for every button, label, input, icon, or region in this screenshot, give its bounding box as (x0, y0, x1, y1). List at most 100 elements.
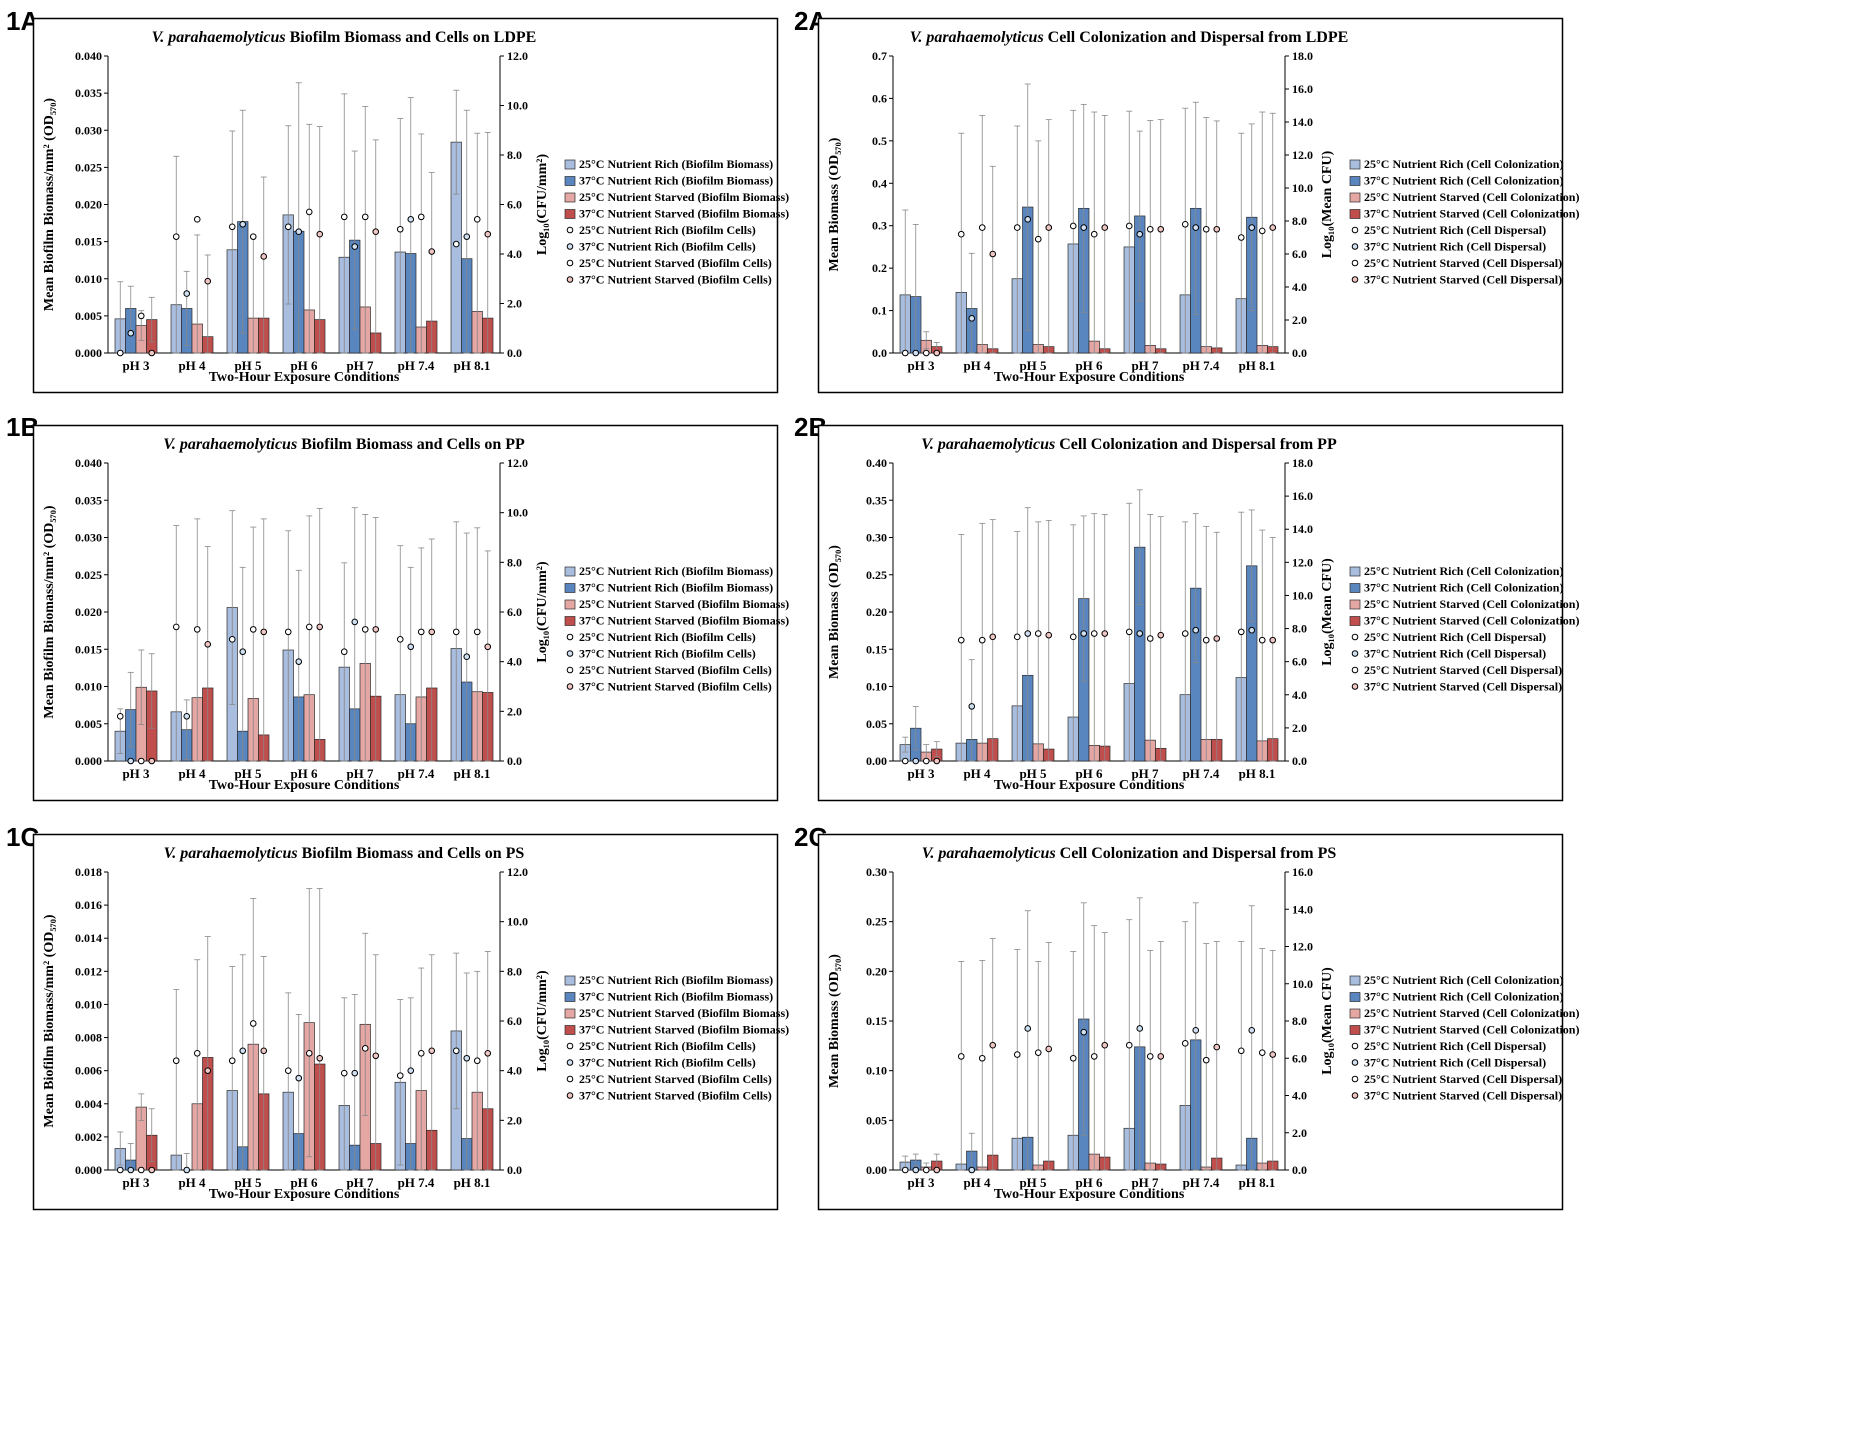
y-tick-label-right: 18.0 (1292, 49, 1313, 63)
legend-label: 37°C Nutrient Starved (Cell Dispersal) (1364, 273, 1562, 287)
legend-label: 37°C Nutrient Rich (Cell Colonization) (1364, 990, 1563, 1004)
x-tick-label: pH 7.4 (1183, 358, 1220, 373)
legend-label: 37°C Nutrient Rich (Cell Colonization) (1364, 174, 1563, 188)
data-point (1157, 1053, 1165, 1060)
data-point (1080, 630, 1088, 637)
legend-label: 37°C Nutrient Rich (Cell Dispersal) (1364, 1056, 1546, 1070)
data-point (305, 208, 313, 216)
legend-swatch (564, 566, 576, 577)
legend-label: 37°C Nutrient Rich (Biofilm Cells) (579, 647, 756, 661)
data-point (193, 216, 201, 223)
data-point (1034, 630, 1042, 637)
data-point (239, 221, 247, 228)
data-point (1080, 224, 1088, 231)
y-tick-label-left: 0.005 (75, 717, 102, 731)
data-point (484, 643, 492, 651)
y-tick-label-right: 0.0 (1292, 1163, 1307, 1177)
y-tick-label-right: 6.0 (507, 605, 522, 619)
x-tick-label: pH 7.4 (398, 766, 435, 781)
legend-label: 25°C Nutrient Rich (Cell Colonization) (1364, 564, 1563, 578)
data-point (978, 636, 986, 644)
data-point (957, 1053, 965, 1060)
legend-label: 25°C Nutrient Rich (Biofilm Biomass) (579, 564, 773, 578)
x-tick-label: pH 4 (963, 1175, 991, 1190)
y-tick-label-left: 0.004 (75, 1097, 102, 1111)
y-tick-label-right: 8.0 (507, 148, 522, 162)
data-point (137, 312, 145, 320)
legend-marker (1351, 259, 1359, 267)
data-point (463, 1054, 471, 1062)
data-point (428, 1047, 436, 1055)
x-tick-label: pH 6 (1075, 1175, 1103, 1190)
data-point (260, 1047, 268, 1055)
legend-marker (1351, 650, 1359, 657)
data-point (172, 233, 180, 240)
y-tick-label-left: 0.15 (866, 642, 887, 656)
y-tick-label-left: 0.015 (75, 235, 102, 249)
y-tick-label-right: 16.0 (1292, 82, 1313, 96)
legend-marker (1351, 1059, 1359, 1066)
data-point (957, 230, 965, 238)
x-axis-title: Two-Hour Exposure Conditions (209, 1187, 400, 1202)
chart-title: V. parahaemolyticus Cell Colonization an… (922, 845, 1337, 862)
y-tick-label-left: 0.000 (75, 754, 102, 768)
y-tick-label-left: 0.10 (866, 680, 887, 694)
data-point (452, 628, 460, 636)
x-tick-label: pH 6 (290, 358, 318, 373)
x-tick-label: pH 7.4 (398, 358, 435, 373)
legend-marker (566, 226, 574, 234)
legend-label: 25°C Nutrient Rich (Cell Dispersal) (1364, 1039, 1546, 1053)
chart-panel-1B: V. parahaemolyticus Biofilm Biomass and … (32, 424, 789, 802)
y-tick-label-right: 4.0 (1292, 688, 1307, 702)
data-point (1269, 1051, 1277, 1058)
data-point (1213, 1043, 1221, 1051)
y-tick-label-left: 0.1 (872, 304, 887, 318)
legend-swatch (564, 176, 576, 186)
legend-marker (566, 1092, 574, 1099)
data-point (978, 1054, 986, 1062)
y-tick-label-left: 0.7 (872, 49, 887, 63)
data-point (1181, 1040, 1189, 1047)
data-point (228, 223, 236, 231)
x-tick-label: pH 4 (963, 358, 991, 373)
legend-label: 37°C Nutrient Rich (Biofilm Biomass) (579, 174, 773, 188)
y-tick-label-right: 0.0 (507, 1163, 522, 1177)
legend-swatch (564, 583, 576, 593)
y-tick-label-left: 0.010 (75, 272, 102, 286)
x-tick-label: pH 5 (1019, 358, 1047, 373)
legend-label: 25°C Nutrient Rich (Biofilm Biomass) (579, 157, 773, 171)
data-point (1258, 636, 1266, 644)
data-point (407, 216, 415, 223)
legend-marker (1351, 226, 1359, 234)
y-tick-label-left: 0.05 (866, 717, 887, 731)
y-tick-label-left: 0.025 (75, 568, 102, 582)
y-tick-label-left: 0.35 (866, 493, 887, 507)
legend-label: 25°C Nutrient Rich (Biofilm Biomass) (579, 973, 773, 987)
y-tick-label-right: 4.0 (507, 655, 522, 669)
x-tick-label: pH 7.4 (398, 1175, 435, 1190)
x-axis-title: Two-Hour Exposure Conditions (209, 778, 400, 793)
data-point (968, 1166, 976, 1174)
data-point (127, 757, 135, 765)
data-point (1202, 1056, 1210, 1064)
x-tick-label: pH 7 (346, 358, 374, 373)
legend-swatch (1349, 1025, 1361, 1035)
y-tick-label-left: 0.0 (872, 346, 887, 360)
data-point (228, 1057, 236, 1065)
y-tick-label-left: 0.00 (866, 1163, 887, 1177)
y-tick-label-left: 0.5 (872, 134, 887, 148)
y-tick-label-right: 2.0 (1292, 313, 1307, 327)
y-tick-label-left: 0.15 (866, 1014, 887, 1028)
y-tick-label-right: 6.0 (507, 1014, 522, 1028)
x-tick-label: pH 7 (1131, 766, 1159, 781)
legend-marker (566, 633, 574, 641)
data-point (989, 1041, 997, 1049)
y-tick-label-left: 0.030 (75, 531, 102, 545)
y-tick-label-right: 10.0 (1292, 977, 1313, 991)
legend-label: 37°C Nutrient Starved (Cell Colonization… (1364, 1023, 1579, 1037)
data-point (1237, 234, 1245, 241)
x-tick-label: pH 5 (234, 1175, 262, 1190)
data-point (127, 329, 135, 337)
legend-swatch (1349, 1008, 1361, 1019)
data-point (172, 623, 180, 631)
